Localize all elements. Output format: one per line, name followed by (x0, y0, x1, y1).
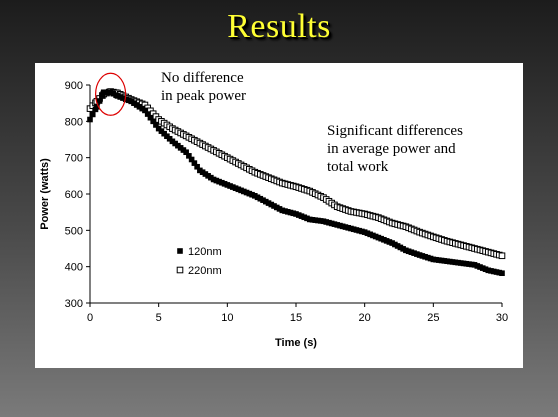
legend-label-120nm: 120nm (188, 246, 222, 258)
data-point-120nm (150, 118, 156, 125)
data-point-120nm (147, 114, 154, 121)
data-point-120nm (89, 111, 96, 118)
annotation-peak-power: No difference in peak power (161, 69, 246, 105)
slide-title: Results (227, 8, 331, 45)
data-point-220nm (498, 252, 506, 260)
x-tick-label: 0 (87, 312, 93, 324)
x-tick-label: 20 (359, 312, 371, 324)
y-tick-label: 900 (65, 80, 83, 92)
annotation-average-line-2: in average power and (327, 141, 456, 157)
data-point-120nm (186, 153, 192, 159)
x-tick-label: 15 (290, 312, 302, 324)
x-tick-label: 10 (221, 312, 233, 324)
annotation-peak-line-2: in peak power (161, 88, 246, 104)
data-point-120nm (144, 111, 151, 117)
power-time-chart: 0 5 10 15 20 25 30 300 400 500 600 700 800 900 Time (s… (39, 72, 508, 349)
data-point-120nm (188, 156, 195, 163)
y-tick-label: 800 (65, 116, 83, 128)
data-point-120nm (194, 163, 200, 170)
legend-marker-120nm (177, 248, 183, 254)
x-tick-label: 30 (496, 312, 508, 324)
y-tick-label: 400 (65, 262, 83, 274)
x-tick-label: 25 (427, 312, 439, 324)
annotation-average-line-1: Significant differences (327, 123, 463, 139)
annotation-average-line-3: total work (327, 159, 389, 175)
y-axis-label: Power (watts) (39, 158, 51, 230)
data-point-120nm (142, 107, 148, 114)
data-point-120nm (183, 149, 189, 156)
annotation-average-power: Significant differences in average power… (327, 122, 463, 176)
data-point-120nm (94, 104, 100, 110)
x-axis-label: Time (s) (275, 337, 317, 349)
legend-label-220nm: 220nm (188, 265, 222, 277)
peak-highlight-ellipse (94, 72, 127, 116)
data-point-120nm (99, 92, 106, 98)
y-tick-label: 600 (65, 189, 83, 201)
data-point-120nm (96, 98, 103, 104)
y-tick-label: 700 (65, 153, 83, 165)
y-tick-label: 300 (65, 298, 83, 310)
data-point-120nm (87, 116, 93, 123)
annotation-peak-line-1: No difference (161, 70, 244, 86)
legend-marker-220nm (176, 266, 184, 274)
x-tick-label: 5 (156, 312, 162, 324)
y-tick-label: 500 (65, 225, 83, 237)
data-point-120nm (499, 270, 505, 277)
data-point-120nm (191, 160, 198, 166)
chart-figure: 0 5 10 15 20 25 30 300 400 500 600 700 800 900 Time (s… (35, 63, 523, 368)
data-point-120nm (153, 122, 159, 128)
